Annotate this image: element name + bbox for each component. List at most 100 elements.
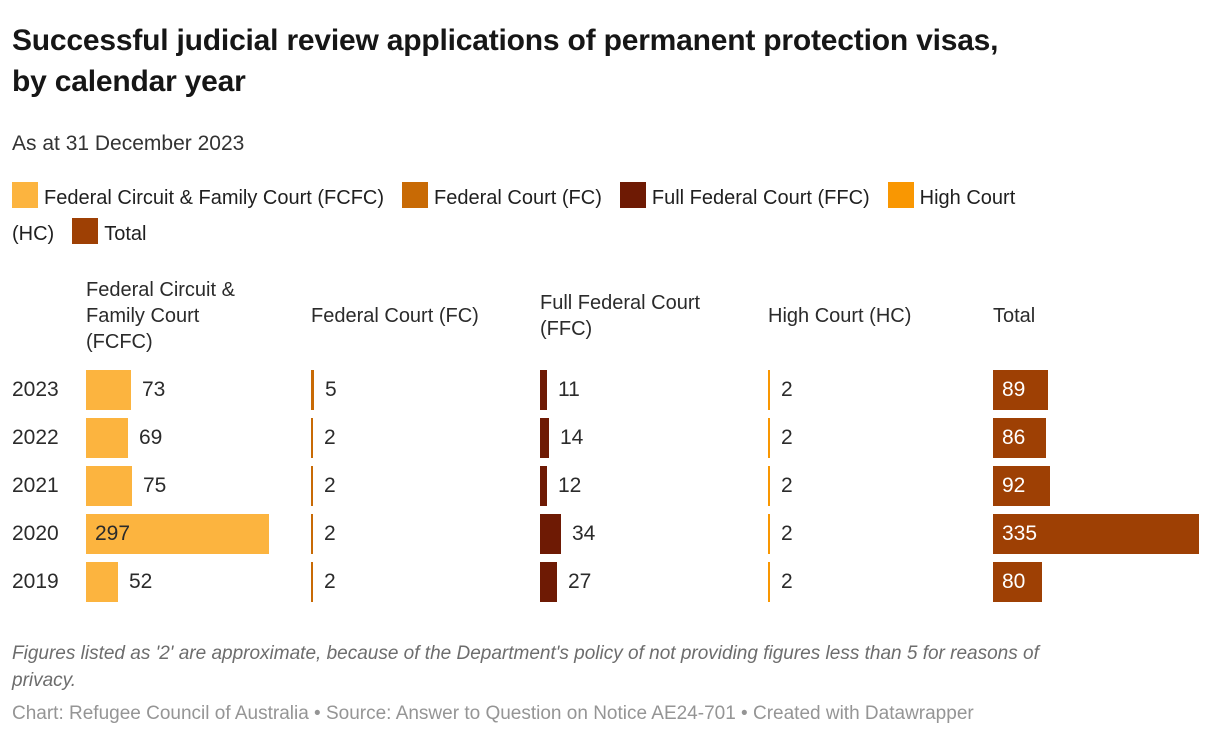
bar-cell: 11	[540, 370, 768, 410]
bar-cell: 2	[311, 466, 540, 506]
bar-value-label: 14	[560, 426, 584, 449]
bar	[768, 562, 770, 602]
bar-cell: 86	[993, 418, 1208, 458]
bar-cell: 14	[540, 418, 768, 458]
bar: 80	[993, 562, 1042, 602]
column-header: Federal Circuit & Family Court (FCFC)	[86, 277, 311, 355]
bar	[540, 370, 547, 410]
legend-item: Total	[72, 218, 147, 245]
column-header: High Court (HC)	[768, 303, 993, 329]
column-header-label: Federal Court (FC)	[311, 305, 479, 327]
bar: 297	[86, 514, 269, 554]
year-label: 2020	[12, 522, 59, 545]
bar: 335	[993, 514, 1199, 554]
bar-value-label: 335	[1002, 522, 1038, 545]
bar-value-label: 34	[572, 522, 596, 545]
bar	[311, 370, 314, 410]
bar-value-label: 52	[129, 570, 153, 593]
bar-cell: 2	[768, 418, 993, 458]
chart: Federal Circuit & Family Court (FCFC) Fed…	[12, 270, 1208, 602]
bar-value-label: 75	[143, 474, 167, 497]
bar	[86, 562, 118, 602]
legend-item: Federal Circuit & Family Court (FCFC)	[12, 182, 385, 209]
bar	[768, 370, 770, 410]
legend-label: Total	[104, 223, 147, 245]
bar: 86	[993, 418, 1046, 458]
bar-value-label: 27	[568, 570, 592, 593]
bar-cell: 2	[768, 466, 993, 506]
bar-cell: 335	[993, 514, 1208, 554]
legend-swatch-icon	[887, 182, 914, 208]
bar-value-label: 2	[324, 474, 336, 497]
column-header-label: Federal Circuit & Family Court (FCFC)	[86, 279, 235, 353]
bar-value-label: 2	[781, 522, 793, 545]
year-label: 2022	[12, 426, 59, 449]
bar-value-label: 5	[325, 378, 337, 401]
chart-row: 2019 52 2 27 2 80	[12, 562, 1208, 602]
chart-subtitle: As at 31 December 2023	[12, 132, 245, 155]
column-header-row: Federal Circuit & Family Court (FCFC) Fed…	[12, 270, 1208, 362]
bar-value-label: 2	[781, 570, 793, 593]
year-label: 2019	[12, 570, 59, 593]
bar-cell: 2	[311, 418, 540, 458]
legend-swatch-icon	[619, 182, 646, 208]
bar-value-label: 2	[324, 522, 336, 545]
bar-cell: 73	[86, 370, 311, 410]
column-header-label: Total	[993, 305, 1036, 327]
year-label: 2023	[12, 378, 59, 401]
bar	[311, 514, 313, 554]
bar-cell: 80	[993, 562, 1208, 602]
legend-label: Full Federal Court (FFC)	[651, 187, 870, 209]
bar: 92	[993, 466, 1050, 506]
chart-row: 2023 73 5 11 2 89	[12, 370, 1208, 410]
column-header: Full Federal Court (FFC)	[540, 290, 768, 342]
legend: Federal Circuit & Family Court (FCFC) Fed…	[12, 180, 1072, 252]
bar: 89	[993, 370, 1048, 410]
bar	[768, 466, 770, 506]
bar-value-label: 92	[1002, 474, 1026, 497]
bar-cell: 297	[86, 514, 311, 554]
bar	[768, 514, 770, 554]
bar-cell: 92	[993, 466, 1208, 506]
bar-value-label: 2	[324, 570, 336, 593]
bar-value-label: 86	[1002, 426, 1026, 449]
legend-item: Full Federal Court (FFC)	[619, 182, 870, 209]
legend-item: Federal Court (FC)	[402, 182, 602, 209]
bar	[311, 418, 313, 458]
bar	[86, 370, 131, 410]
page-title: Successful judicial review applications …	[12, 24, 999, 98]
chart-row: 2021 75 2 12 2 92	[12, 466, 1208, 506]
bar	[540, 562, 557, 602]
bar	[311, 562, 313, 602]
bar-value-label: 297	[95, 522, 131, 545]
column-header-label: High Court (HC)	[768, 305, 912, 327]
bar-cell: 52	[86, 562, 311, 602]
bar-value-label: 89	[1002, 378, 1026, 401]
legend-label: Federal Court (FC)	[434, 187, 602, 209]
legend-swatch-icon	[12, 182, 38, 208]
bar-cell: 34	[540, 514, 768, 554]
chart-footnote: Figures listed as '2' are approximate, b…	[12, 643, 1039, 691]
legend-label: Federal Circuit & Family Court (FCFC)	[44, 187, 385, 209]
bar-cell: 2	[768, 370, 993, 410]
chart-row: 2022 69 2 14 2 86	[12, 418, 1208, 458]
bar	[311, 466, 313, 506]
bar-cell: 2	[311, 514, 540, 554]
bar-cell: 2	[768, 562, 993, 602]
bar	[86, 418, 128, 458]
bar-cell: 75	[86, 466, 311, 506]
bar-value-label: 69	[139, 426, 163, 449]
legend-swatch-icon	[72, 218, 99, 244]
bar	[768, 418, 770, 458]
bar-value-label: 2	[324, 426, 336, 449]
bar	[86, 466, 132, 506]
bar-value-label: 2	[781, 378, 793, 401]
bar-cell: 89	[993, 370, 1208, 410]
chart-byline: Chart: Refugee Council of Australia • So…	[12, 703, 974, 724]
bar	[540, 514, 561, 554]
bar-cell: 12	[540, 466, 768, 506]
bar	[540, 418, 549, 458]
year-label: 2021	[12, 474, 59, 497]
column-header: Total	[993, 303, 1208, 329]
bar-value-label: 2	[781, 474, 793, 497]
